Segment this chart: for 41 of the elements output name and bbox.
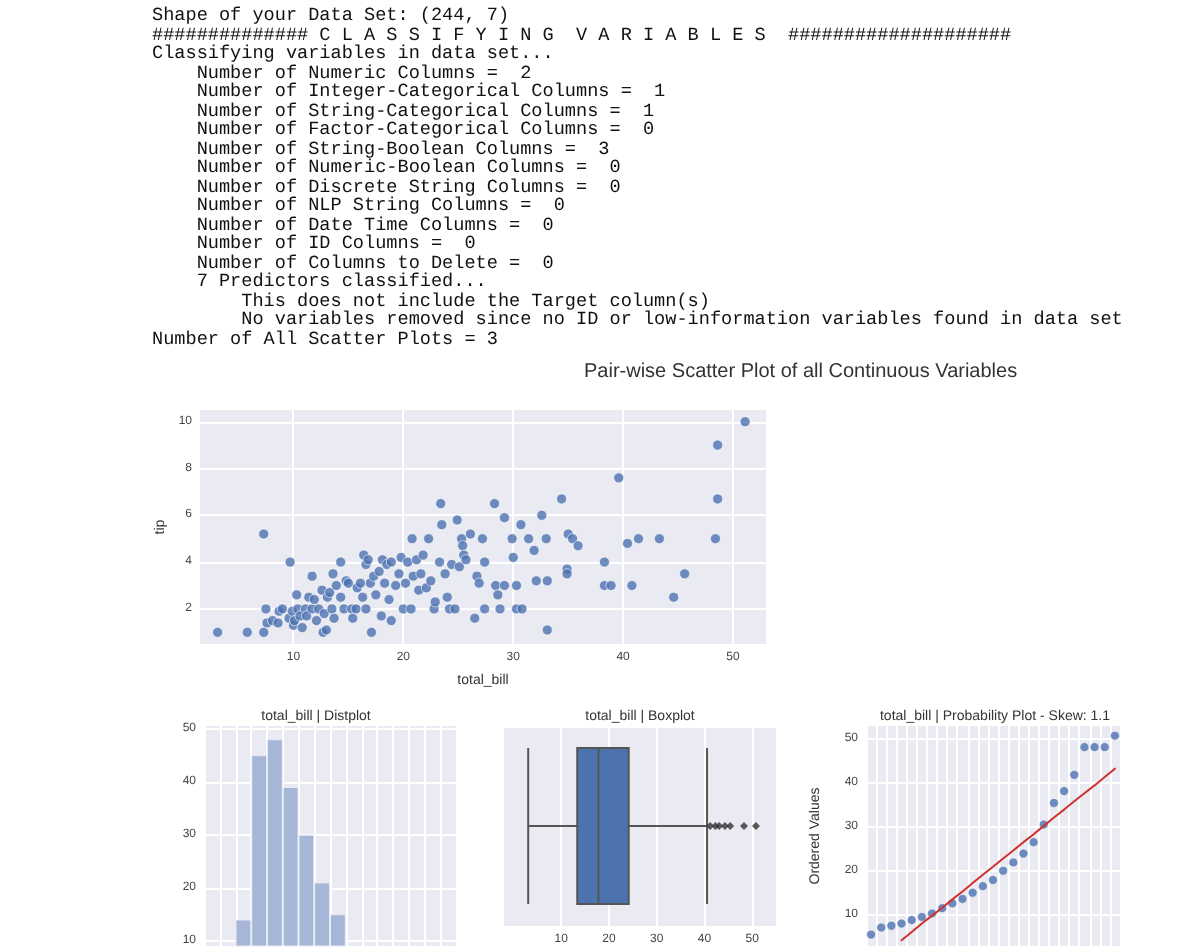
text: Number of String-Categorical Columns = 1 (194, 99, 657, 121)
text: Number of All Scatter Plots = 3 (152, 327, 500, 349)
point (957, 894, 968, 904)
text: Number of Columns to Delete = 0 (194, 251, 556, 273)
point (1079, 742, 1090, 753)
text: ############## C L A S S I F Y I N G V A R I A B L E S #################### (152, 23, 1014, 45)
point (866, 929, 876, 940)
point (998, 865, 1009, 876)
text: No variables removed since no ID or low-information variables found in data set (239, 308, 1123, 330)
point (1089, 742, 1100, 753)
point (1049, 798, 1059, 808)
text: Number of Discrete String Columns = 0 (194, 175, 623, 197)
text: Number of Integer-Categorical Columns = 1 (194, 80, 668, 102)
point (1028, 837, 1039, 848)
point (916, 912, 927, 922)
point (896, 918, 907, 929)
text: Number of Numeric Columns = 2 (196, 61, 532, 83)
text: 7 Predictors classified... (194, 270, 489, 292)
point (967, 887, 978, 898)
text: Number of Numeric-Boolean Columns = 0 (194, 156, 623, 178)
chart-title: Pair-wise Scatter Plot of all Continuous Variables (584, 361, 1018, 383)
line-series (900, 767, 1116, 942)
point (1099, 742, 1110, 753)
text: Number of NLP String Columns = 0 (194, 194, 567, 216)
point (876, 922, 887, 933)
point (1059, 786, 1070, 797)
point (1008, 857, 1019, 868)
text: Number of Factor-Categorical Columns = 0 (194, 118, 657, 140)
text: This does not include the Target column(s) (239, 289, 710, 311)
point (906, 915, 917, 925)
point (886, 920, 897, 931)
text: Number of Date Time Columns = 0 (194, 213, 556, 235)
point (977, 881, 988, 892)
point (1069, 769, 1080, 780)
text: Number of ID Columns = 0 (194, 232, 478, 254)
point (988, 875, 998, 885)
text: Number of String-Boolean Columns = 3 (194, 137, 612, 159)
point (1018, 848, 1029, 859)
text: Classifying variables in data set... (152, 42, 556, 64)
text: Shape of your Data Set: (244, 7) (152, 4, 512, 26)
point (1110, 730, 1120, 741)
